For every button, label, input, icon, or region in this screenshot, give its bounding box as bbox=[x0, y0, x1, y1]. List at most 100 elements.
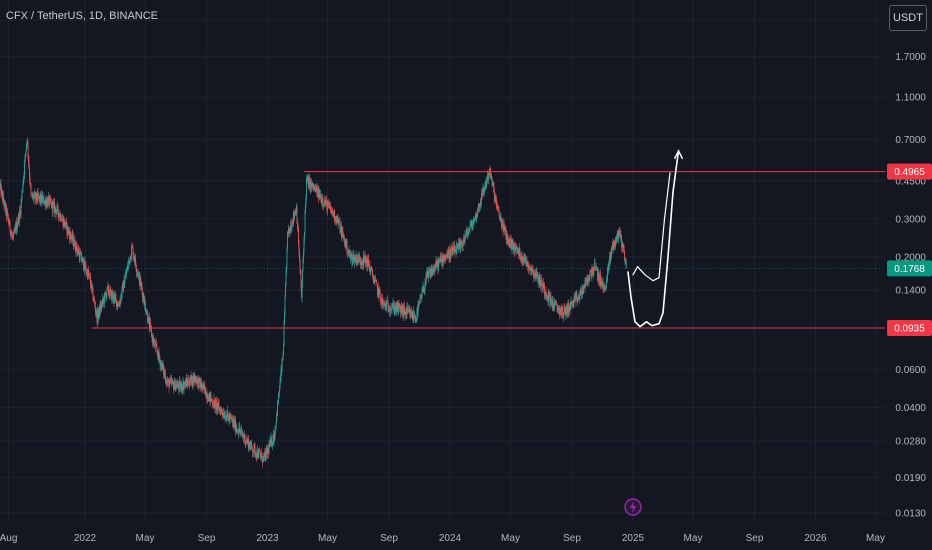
candle-body bbox=[398, 303, 400, 308]
y-tick-label: 0.0400 bbox=[895, 403, 926, 414]
candle-body bbox=[67, 226, 69, 234]
candle-body bbox=[228, 415, 230, 421]
candle-body bbox=[160, 362, 161, 366]
candle-body bbox=[124, 282, 125, 288]
candle-body bbox=[206, 392, 208, 400]
candle-body bbox=[582, 287, 583, 295]
candle-body bbox=[440, 256, 441, 262]
candle-body bbox=[330, 205, 331, 210]
candle-body bbox=[34, 192, 36, 194]
candle-body bbox=[316, 189, 318, 197]
candle-body bbox=[392, 307, 393, 308]
candle-body bbox=[27, 141, 28, 142]
candle-body bbox=[384, 302, 385, 306]
candle-body bbox=[166, 381, 167, 384]
candle-body bbox=[583, 285, 584, 294]
candle-body bbox=[490, 176, 492, 178]
candle-body bbox=[168, 380, 170, 388]
candle-body bbox=[187, 381, 188, 385]
candle-body bbox=[369, 265, 371, 273]
candle-body bbox=[406, 307, 408, 315]
candle-body bbox=[27, 141, 29, 155]
candle-body bbox=[391, 307, 393, 309]
candle-body bbox=[518, 250, 519, 255]
candle-body bbox=[232, 419, 233, 423]
candle-body bbox=[477, 208, 479, 212]
candle-body bbox=[251, 441, 252, 446]
candle-body bbox=[514, 247, 516, 252]
candle-body bbox=[463, 238, 464, 244]
x-tick-label: Sep bbox=[563, 533, 581, 544]
candle-body bbox=[212, 401, 213, 405]
candle-body bbox=[252, 448, 253, 453]
candle-body bbox=[497, 206, 498, 209]
candle-body bbox=[291, 221, 293, 229]
candle-body bbox=[98, 313, 99, 319]
candle-body bbox=[167, 380, 168, 383]
candle-body bbox=[183, 381, 184, 390]
candle-body bbox=[467, 233, 469, 236]
candle-body bbox=[284, 312, 285, 324]
candle-body bbox=[461, 244, 463, 246]
candle-body bbox=[53, 202, 55, 204]
candle-body bbox=[269, 444, 270, 448]
time-axis[interactable]: Aug 2022 May Sep 2023 May Sep 2024 May Sep 2025 May… bbox=[0, 522, 932, 550]
candle-body bbox=[509, 237, 511, 243]
candle-body bbox=[120, 294, 122, 302]
candle-body bbox=[327, 202, 329, 204]
candle-body bbox=[361, 261, 362, 265]
candle-body bbox=[488, 172, 490, 176]
candle-body bbox=[277, 402, 278, 416]
candle-body bbox=[572, 301, 574, 308]
event-marker[interactable] bbox=[624, 498, 642, 516]
candle-body bbox=[139, 273, 140, 285]
candle-body bbox=[143, 294, 144, 300]
candle-body bbox=[115, 297, 117, 299]
candle-body bbox=[44, 200, 45, 204]
candle-body bbox=[255, 452, 257, 456]
candle-body bbox=[154, 341, 155, 342]
candle-body bbox=[426, 274, 427, 279]
candle-body bbox=[379, 289, 381, 297]
candle-body bbox=[270, 440, 271, 442]
candle-body bbox=[312, 182, 314, 188]
candle-body bbox=[223, 412, 225, 418]
candle-body bbox=[425, 274, 427, 285]
candle-body bbox=[508, 241, 510, 247]
candle-body bbox=[492, 182, 494, 185]
candle-body bbox=[74, 240, 76, 249]
candle-body bbox=[346, 240, 347, 248]
candle-body bbox=[356, 255, 357, 265]
candle-body bbox=[213, 405, 214, 408]
candle-body bbox=[461, 243, 462, 245]
candle-body bbox=[601, 282, 603, 287]
candle-body bbox=[124, 277, 126, 283]
candle-body bbox=[324, 200, 325, 206]
candle-body bbox=[464, 235, 466, 243]
level-price-label: 0.4965 bbox=[894, 167, 925, 178]
candle-body bbox=[432, 267, 434, 270]
candle-body bbox=[354, 257, 356, 258]
candle-body bbox=[321, 198, 323, 203]
candle-body bbox=[242, 435, 244, 437]
candle-body bbox=[97, 310, 98, 323]
candle-body bbox=[261, 452, 263, 462]
candle-body bbox=[401, 306, 402, 311]
candle-body bbox=[15, 226, 16, 229]
candle-body bbox=[573, 300, 574, 308]
candle-body bbox=[616, 237, 618, 240]
candle-body bbox=[3, 195, 4, 202]
candle-body bbox=[319, 190, 320, 198]
candle-body bbox=[107, 285, 109, 287]
candle-body bbox=[430, 269, 431, 278]
candle-body bbox=[268, 444, 270, 454]
candle-body bbox=[283, 323, 285, 347]
currency-button[interactable]: USDT bbox=[889, 5, 927, 31]
candle-body bbox=[617, 231, 618, 238]
candle-body bbox=[518, 248, 520, 255]
candle-body bbox=[383, 302, 385, 303]
candle-body bbox=[80, 253, 82, 255]
candle-body bbox=[276, 414, 277, 423]
candle-body bbox=[609, 256, 610, 265]
